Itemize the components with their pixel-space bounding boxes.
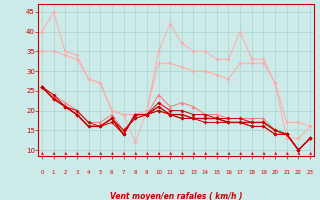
X-axis label: Vent moyen/en rafales ( km/h ): Vent moyen/en rafales ( km/h ) — [110, 192, 242, 200]
